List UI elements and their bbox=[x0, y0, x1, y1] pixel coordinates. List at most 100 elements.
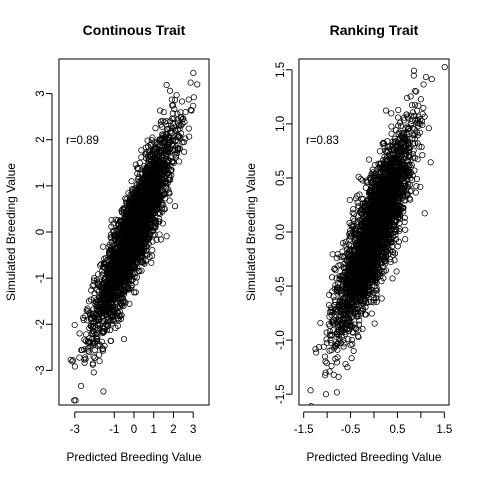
data-point bbox=[119, 206, 126, 213]
data-point bbox=[138, 267, 145, 274]
data-point bbox=[124, 259, 131, 266]
data-point bbox=[157, 147, 164, 154]
data-point bbox=[110, 317, 118, 325]
data-point bbox=[366, 156, 373, 163]
continuous-y-axis-label: Simulated Breeding Value bbox=[4, 163, 18, 301]
data-point bbox=[156, 161, 163, 168]
data-point bbox=[185, 96, 192, 103]
data-point bbox=[152, 125, 159, 132]
data-point bbox=[83, 331, 90, 338]
data-point bbox=[115, 284, 122, 291]
data-point bbox=[105, 322, 112, 330]
data-point bbox=[138, 228, 146, 236]
data-point bbox=[163, 180, 170, 187]
x-tick-label: -3 bbox=[70, 424, 80, 436]
data-point bbox=[76, 330, 83, 337]
data-point bbox=[123, 207, 130, 215]
data-point bbox=[107, 291, 114, 298]
x-tick-label: 3 bbox=[190, 424, 196, 436]
data-point bbox=[378, 295, 385, 302]
data-point bbox=[116, 290, 123, 297]
data-point bbox=[175, 133, 183, 140]
data-point bbox=[175, 144, 182, 152]
data-point bbox=[134, 253, 141, 260]
data-point bbox=[145, 235, 153, 242]
data-point bbox=[186, 133, 193, 140]
data-point bbox=[174, 110, 181, 117]
data-point bbox=[151, 162, 158, 169]
data-point bbox=[123, 266, 130, 273]
data-point bbox=[327, 337, 334, 344]
continuous-points bbox=[67, 69, 201, 404]
data-point bbox=[132, 191, 139, 198]
data-point bbox=[418, 143, 425, 150]
data-point bbox=[115, 221, 122, 228]
data-point bbox=[117, 315, 125, 322]
data-point bbox=[163, 146, 170, 154]
data-point bbox=[139, 243, 146, 250]
data-point bbox=[119, 298, 126, 305]
data-point bbox=[147, 170, 154, 177]
data-point bbox=[352, 195, 360, 202]
data-point bbox=[362, 311, 369, 318]
data-point bbox=[178, 114, 185, 121]
data-point bbox=[134, 243, 141, 250]
data-point bbox=[78, 347, 85, 354]
data-point bbox=[138, 249, 146, 256]
data-point bbox=[108, 223, 115, 230]
data-point bbox=[142, 251, 149, 258]
data-point bbox=[71, 321, 78, 329]
data-point bbox=[159, 175, 166, 182]
data-point bbox=[315, 344, 323, 351]
data-point bbox=[149, 183, 156, 190]
data-point bbox=[93, 303, 100, 310]
data-point bbox=[373, 298, 380, 305]
data-point bbox=[157, 157, 164, 164]
data-point bbox=[69, 358, 76, 365]
data-point bbox=[170, 160, 177, 167]
y-tick-label: 1 bbox=[35, 183, 47, 189]
data-point bbox=[161, 156, 168, 164]
data-point bbox=[90, 369, 97, 376]
data-point bbox=[148, 208, 155, 215]
data-point bbox=[144, 137, 151, 144]
data-point bbox=[138, 205, 145, 212]
data-point bbox=[126, 242, 133, 249]
data-point bbox=[161, 119, 168, 126]
data-point bbox=[160, 109, 167, 116]
data-point bbox=[107, 286, 114, 293]
continuous-plot-frame bbox=[58, 58, 210, 406]
data-point bbox=[171, 105, 178, 113]
data-point bbox=[127, 240, 134, 247]
data-point bbox=[165, 134, 172, 141]
data-point bbox=[100, 280, 107, 287]
data-point bbox=[84, 305, 91, 312]
data-point bbox=[96, 358, 103, 365]
data-point bbox=[100, 270, 107, 277]
data-point bbox=[420, 104, 427, 111]
data-point bbox=[194, 81, 201, 88]
data-point bbox=[85, 298, 92, 305]
data-point bbox=[163, 233, 170, 240]
data-point bbox=[165, 186, 172, 193]
data-point bbox=[96, 262, 104, 269]
data-point bbox=[140, 176, 147, 184]
data-point bbox=[100, 243, 107, 250]
data-point bbox=[86, 309, 93, 316]
data-point bbox=[171, 203, 179, 210]
data-point bbox=[153, 236, 160, 244]
data-point bbox=[134, 214, 141, 222]
data-point bbox=[174, 145, 181, 152]
data-point bbox=[105, 267, 113, 274]
data-point bbox=[156, 231, 163, 238]
data-point bbox=[94, 333, 101, 340]
data-point bbox=[101, 328, 108, 335]
data-point bbox=[120, 239, 128, 246]
data-point bbox=[326, 368, 333, 375]
data-point bbox=[145, 219, 152, 227]
data-point bbox=[412, 87, 419, 95]
data-point bbox=[151, 139, 158, 146]
data-point bbox=[414, 156, 421, 163]
data-point bbox=[80, 316, 87, 324]
